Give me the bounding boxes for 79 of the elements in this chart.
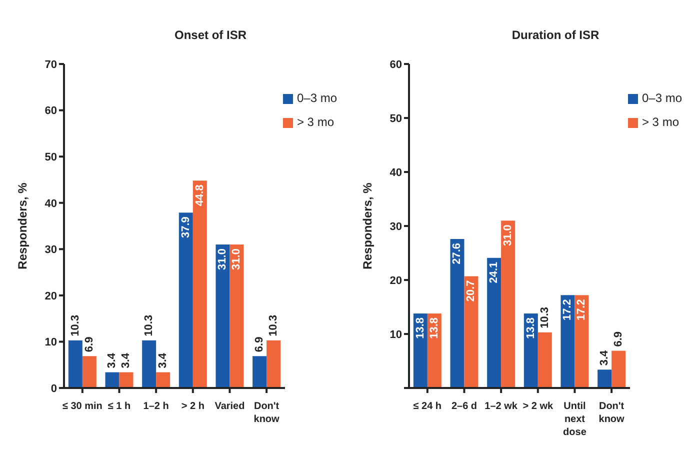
data-label: 17.2 bbox=[576, 299, 588, 321]
x-tick-label: Varied bbox=[214, 401, 245, 412]
y-tick-label: 40 bbox=[390, 166, 402, 179]
data-label: 31.0 bbox=[230, 248, 243, 270]
data-label: 6.9 bbox=[83, 336, 96, 352]
bar bbox=[82, 356, 96, 388]
data-label: 17.2 bbox=[562, 299, 574, 321]
x-tick-label: Don't know bbox=[254, 401, 280, 425]
chart-title: Duration of ISR bbox=[510, 28, 600, 42]
y-tick-label: 60 bbox=[44, 105, 57, 118]
bar bbox=[252, 356, 267, 388]
data-label: 3.4 bbox=[120, 352, 132, 368]
x-tick-label: Don't know bbox=[598, 401, 625, 425]
x-tick-label: 1–2 h bbox=[143, 401, 169, 412]
data-label: 10.3 bbox=[69, 314, 82, 336]
data-label: 13.8 bbox=[414, 317, 426, 339]
data-label: 27.6 bbox=[451, 242, 464, 264]
data-label: 3.4 bbox=[598, 349, 611, 366]
y-tick-label: 20 bbox=[44, 290, 57, 302]
bar bbox=[560, 295, 575, 388]
bar bbox=[119, 372, 134, 388]
x-tick-label: 2–6 d bbox=[451, 401, 478, 412]
data-label: 3.4 bbox=[157, 352, 170, 368]
bar bbox=[598, 370, 612, 388]
legend-label: 0–3 mo bbox=[642, 91, 682, 105]
y-tick-label: 0 bbox=[50, 382, 57, 395]
y-tick-label: 60 bbox=[390, 58, 402, 71]
bar bbox=[105, 372, 120, 388]
y-axis-title: Responders, % bbox=[15, 182, 30, 270]
chart-title: Onset of ISR bbox=[173, 28, 248, 42]
bar bbox=[230, 244, 244, 388]
legend-label: 0–3 mo bbox=[296, 91, 337, 105]
data-label: 10.3 bbox=[538, 306, 551, 328]
x-tick-label: ≤ 24 h bbox=[413, 401, 442, 412]
y-tick-label: 30 bbox=[390, 220, 402, 233]
data-label: 13.8 bbox=[524, 317, 537, 339]
bar bbox=[142, 340, 156, 388]
data-label: 37.9 bbox=[180, 216, 192, 238]
bar bbox=[450, 238, 464, 388]
y-tick-label: 10 bbox=[44, 336, 57, 349]
x-tick-label: > 2 wk bbox=[522, 401, 554, 412]
y-tick-label: 50 bbox=[44, 151, 57, 164]
data-label: 6.9 bbox=[612, 331, 625, 347]
bar bbox=[68, 340, 82, 388]
data-label: 24.1 bbox=[488, 262, 500, 284]
data-label: 31.0 bbox=[502, 224, 514, 246]
bar bbox=[574, 295, 589, 388]
bar bbox=[538, 332, 552, 388]
y-tick-label: 30 bbox=[44, 244, 57, 256]
y-tick-label: 50 bbox=[390, 112, 402, 125]
legend-label: > 3 mo bbox=[642, 115, 679, 129]
bar bbox=[266, 340, 281, 388]
bar bbox=[216, 244, 230, 388]
data-label: 20.7 bbox=[465, 280, 478, 302]
data-label: 44.8 bbox=[194, 184, 206, 206]
bar bbox=[487, 258, 502, 388]
x-tick-label: > 2 h bbox=[181, 401, 204, 412]
y-tick-label: 20 bbox=[390, 274, 402, 287]
y-tick-label: 10 bbox=[390, 328, 402, 341]
data-label: 10.3 bbox=[268, 314, 280, 336]
bar bbox=[612, 350, 626, 388]
bar bbox=[501, 220, 516, 388]
x-tick-label: 1–2 wk bbox=[484, 401, 518, 412]
y-tick-label: 40 bbox=[44, 198, 57, 210]
y-tick-label: 70 bbox=[44, 58, 57, 71]
bar bbox=[464, 276, 478, 388]
bar bbox=[156, 372, 170, 388]
x-tick-label: ≤ 1 h bbox=[108, 401, 131, 412]
data-label: 10.3 bbox=[143, 314, 156, 336]
data-label: 31.0 bbox=[216, 248, 229, 270]
x-tick-label: ≤ 30 min bbox=[62, 401, 102, 412]
data-label: 13.8 bbox=[428, 317, 440, 339]
x-tick-label: Until next dose bbox=[563, 401, 587, 438]
bar bbox=[192, 180, 207, 388]
y-axis-title: Responders, % bbox=[360, 182, 374, 270]
bar bbox=[178, 212, 193, 388]
legend-label: > 3 mo bbox=[296, 115, 334, 129]
data-label: 6.9 bbox=[254, 336, 266, 352]
data-label: 3.4 bbox=[106, 352, 118, 368]
